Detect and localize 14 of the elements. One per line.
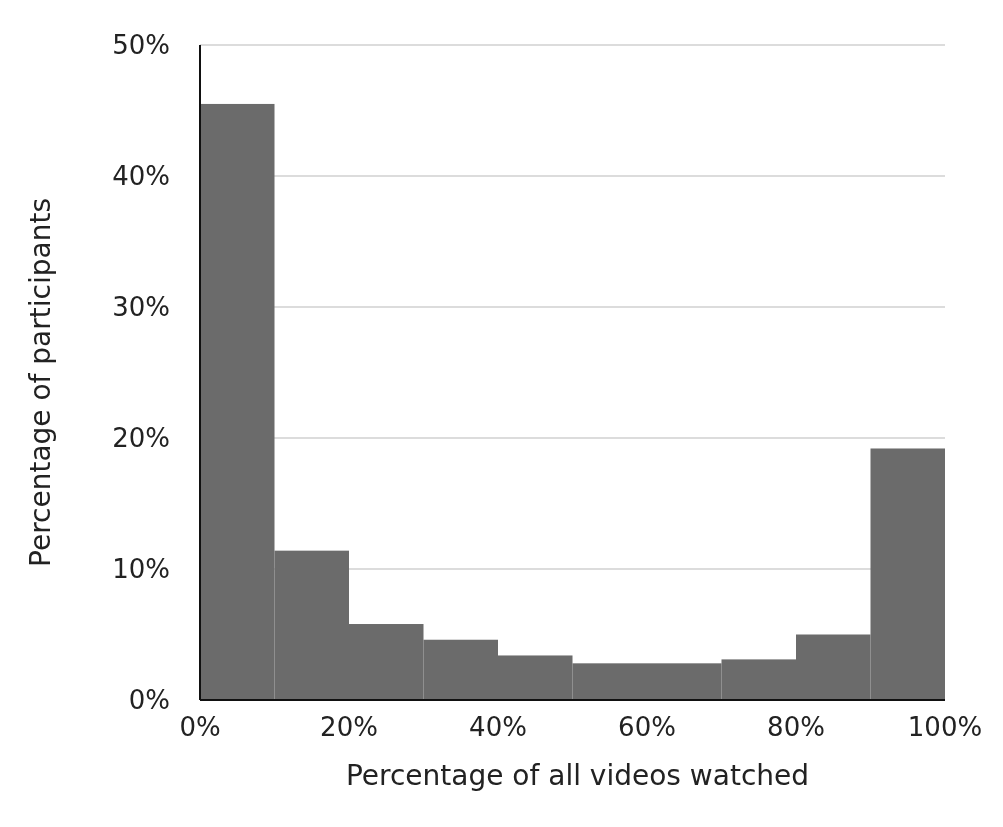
x-tick-label: 40% (469, 712, 527, 742)
y-tick-label: 50% (112, 30, 170, 60)
y-tick-label: 30% (112, 292, 170, 322)
x-tick-label: 20% (320, 712, 378, 742)
y-tick-label: 0% (128, 685, 170, 715)
y-tick-label: 40% (112, 161, 170, 191)
x-tick-label: 0% (179, 712, 221, 742)
y-tick-label: 20% (112, 423, 170, 453)
x-tick-label: 60% (618, 712, 676, 742)
x-tick-label: 100% (907, 712, 983, 742)
y-tick-label: 10% (112, 554, 170, 584)
y-axis-title: Percentage of participants (24, 198, 57, 567)
x-tick-label: 80% (767, 712, 825, 742)
x-axis-title: Percentage of all videos watched (345, 759, 810, 792)
